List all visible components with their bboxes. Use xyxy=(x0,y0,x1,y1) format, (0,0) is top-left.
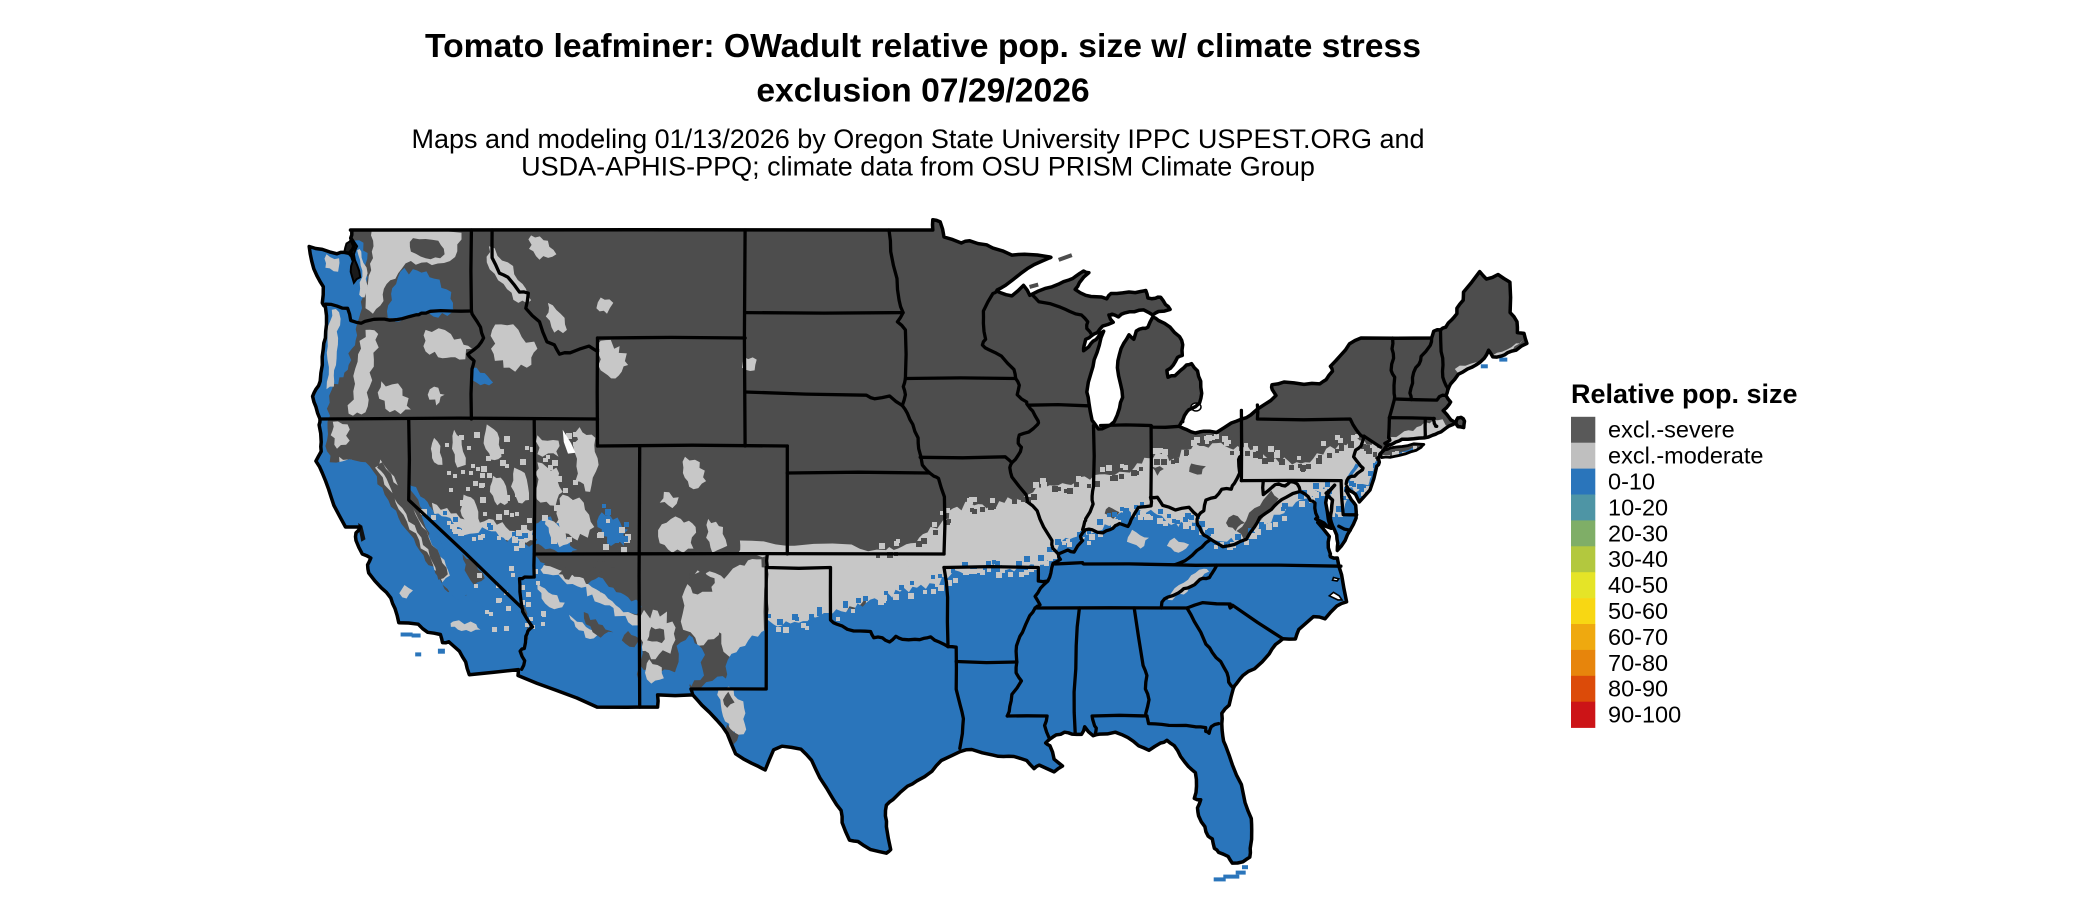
svg-text:Maps and modeling 01/13/2026 b: Maps and modeling 01/13/2026 by Oregon S… xyxy=(411,124,1424,154)
svg-text:70-80: 70-80 xyxy=(1608,650,1668,676)
svg-text:80-90: 80-90 xyxy=(1608,676,1668,702)
svg-text:excl.-severe: excl.-severe xyxy=(1608,417,1735,443)
svg-text:40-50: 40-50 xyxy=(1608,572,1668,598)
svg-text:Tomato leafminer: OWadult rela: Tomato leafminer: OWadult relative pop. … xyxy=(425,27,1421,65)
svg-text:50-60: 50-60 xyxy=(1608,598,1668,624)
svg-text:90-100: 90-100 xyxy=(1608,702,1681,728)
svg-text:0-10: 0-10 xyxy=(1608,469,1655,495)
svg-text:USDA-APHIS-PPQ; climate data f: USDA-APHIS-PPQ; climate data from OSU PR… xyxy=(521,152,1315,182)
svg-text:excl.-moderate: excl.-moderate xyxy=(1608,443,1763,469)
svg-text:20-30: 20-30 xyxy=(1608,520,1668,546)
svg-text:Relative pop. size: Relative pop. size xyxy=(1571,379,1798,409)
svg-text:10-20: 10-20 xyxy=(1608,494,1668,520)
svg-text:30-40: 30-40 xyxy=(1608,546,1668,572)
svg-text:exclusion 07/29/2026: exclusion 07/29/2026 xyxy=(756,72,1089,110)
svg-text:60-70: 60-70 xyxy=(1608,624,1668,650)
